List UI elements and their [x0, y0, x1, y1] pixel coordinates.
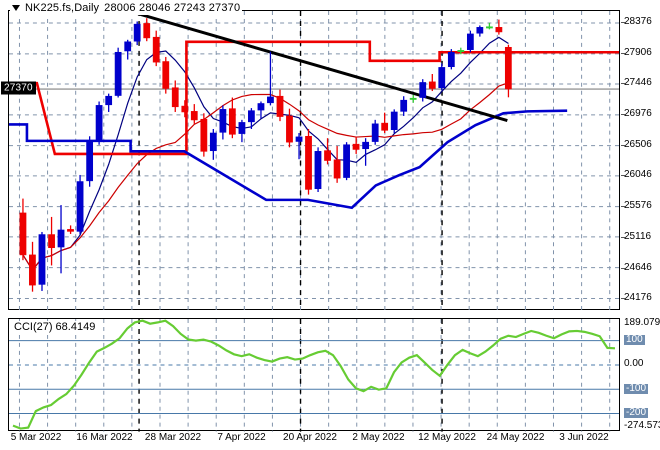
- price-tick-label: 28376: [624, 16, 652, 28]
- price-tick: [621, 298, 625, 300]
- cci-panel[interactable]: [8, 318, 620, 432]
- date-tick-label: 20 Apr 2022: [283, 432, 337, 443]
- price-tick-label: 24646: [624, 261, 652, 273]
- date-tick-label: 7 Apr 2022: [217, 432, 266, 443]
- price-tick: [621, 145, 625, 147]
- price-tick-label: 26046: [624, 169, 652, 181]
- price-tick: [621, 267, 625, 269]
- ohlc-values: 28006 28046 27243 27370: [104, 2, 241, 14]
- price-tick-label: 27446: [624, 77, 652, 89]
- cci-label: CCI(27) 68.4149: [12, 321, 98, 333]
- cci-tick-label: 0.00: [624, 358, 644, 370]
- date-tick-label: 2 May 2022: [352, 432, 405, 443]
- price-tick-label: 27906: [624, 47, 652, 58]
- symbol-label: NK225.fs,Daily: [25, 2, 100, 14]
- price-tick: [621, 206, 625, 208]
- date-tick-label: 3 Jun 2022: [559, 432, 609, 443]
- price-panel[interactable]: [8, 10, 620, 311]
- price-tick: [621, 22, 625, 24]
- triangle-down-icon[interactable]: [12, 5, 20, 11]
- cci-axis[interactable]: 189.0799 100 0.00 -100 -200 -274.573: [621, 318, 660, 431]
- price-tick-label: 25116: [624, 230, 652, 242]
- cci-tick-label: 100: [624, 333, 645, 345]
- date-tick-label: 16 Mar 2022: [76, 432, 133, 443]
- date-tick-label: 5 Mar 2022: [10, 432, 62, 443]
- price-tick-label: 26506: [624, 139, 652, 151]
- date-axis[interactable]: 5 Mar 2022 16 Mar 2022 28 Mar 2022 7 Apr 20…: [0, 432, 620, 448]
- price-tick-label: 26976: [624, 108, 652, 120]
- price-tick-label: 24176: [624, 292, 652, 304]
- cci-tick-label: -274.573: [624, 420, 660, 431]
- price-tick: [621, 83, 625, 85]
- price-tick: [621, 175, 625, 177]
- cci-tick-label: -100: [624, 382, 649, 394]
- price-axis[interactable]: 28376 27906 27446 26976 26506 26046 25576 25116…: [621, 10, 660, 310]
- date-tick-label: 12 May 2022: [418, 432, 476, 443]
- date-tick-label: 28 Mar 2022: [144, 432, 202, 443]
- current-price-tag: 27370: [1, 81, 36, 95]
- price-tick: [621, 236, 625, 238]
- price-plot[interactable]: [9, 11, 619, 311]
- chart-header: NK225.fs,Daily 28006 28046 27243 27370: [10, 1, 243, 15]
- cci-tick-label: 189.0799: [624, 317, 660, 328]
- price-tick: [621, 114, 625, 116]
- date-tick-label: 24 May 2022: [486, 432, 545, 443]
- cci-plot[interactable]: [9, 319, 619, 432]
- price-tick-label: 25576: [624, 200, 652, 212]
- cci-tick-label: -200: [624, 406, 649, 418]
- price-tick: [621, 53, 625, 54]
